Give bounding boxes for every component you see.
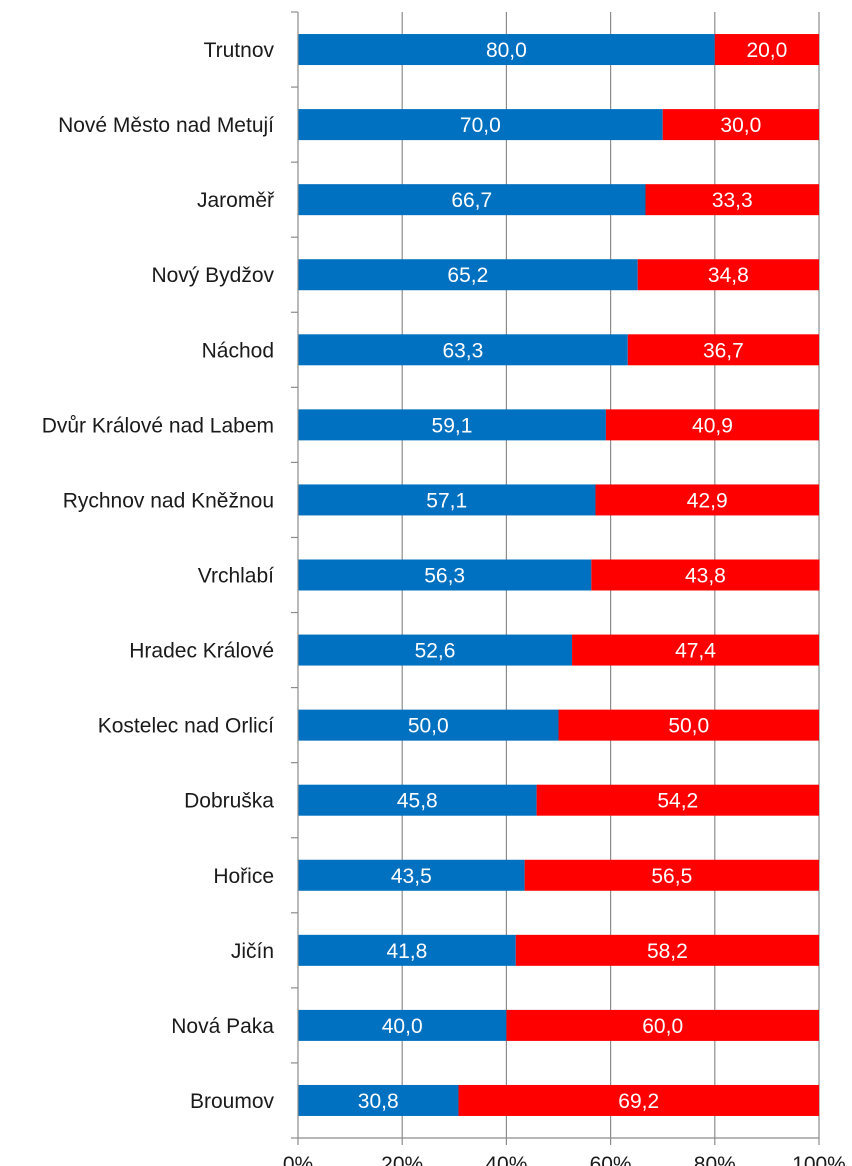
category-label: Jičín <box>231 940 274 963</box>
data-label: 57,1 <box>426 489 467 512</box>
bar-segment-2 <box>524 859 819 891</box>
bar-segment-1 <box>298 559 592 591</box>
data-label: 59,1 <box>432 414 473 437</box>
category-label: Náchod <box>202 339 274 362</box>
bar-segment-2 <box>458 1084 819 1116</box>
data-label: 56,5 <box>651 865 692 888</box>
data-label: 52,6 <box>415 640 456 663</box>
data-label: 34,8 <box>708 264 749 287</box>
bar-segment-2 <box>662 109 819 141</box>
data-label: 40,9 <box>692 414 733 437</box>
x-tick-label: 80% <box>694 1153 736 1166</box>
data-label: 45,8 <box>397 790 438 813</box>
data-label: 42,9 <box>687 489 728 512</box>
x-tick-label: 60% <box>590 1153 632 1166</box>
data-label: 30,0 <box>720 114 761 137</box>
bar-segment-1 <box>298 34 715 66</box>
data-label: 47,4 <box>675 640 716 663</box>
data-label: 50,0 <box>668 715 709 738</box>
x-tick-label: 20% <box>381 1153 423 1166</box>
bar-segment-1 <box>298 634 573 666</box>
x-tick-label: 40% <box>485 1153 527 1166</box>
bar-segment-1 <box>298 709 559 741</box>
bar-segment-2 <box>572 634 819 666</box>
category-label: Kostelec nad Orlicí <box>98 715 274 738</box>
category-label: Jaroměř <box>197 189 275 212</box>
bar-segment-1 <box>298 934 516 966</box>
data-label: 58,2 <box>647 940 688 963</box>
category-label: Nová Paka <box>171 1015 274 1038</box>
data-label: 63,3 <box>442 339 483 362</box>
bar-segment-1 <box>298 409 606 441</box>
x-tick-label: 100% <box>792 1153 846 1166</box>
data-label: 41,8 <box>386 940 427 963</box>
data-label: 65,2 <box>447 264 488 287</box>
bar-segment-2 <box>605 409 819 441</box>
bar-segment-2 <box>558 709 819 741</box>
bar-segment-2 <box>591 559 820 591</box>
bar-segment-1 <box>298 184 646 216</box>
category-label: Dvůr Králové nad Labem <box>42 414 274 437</box>
category-label: Hradec Králové <box>129 640 274 663</box>
data-label: 43,5 <box>391 865 432 888</box>
data-label: 36,7 <box>703 339 744 362</box>
bar-segment-2 <box>506 1009 819 1041</box>
data-label: 20,0 <box>746 39 787 62</box>
data-label: 66,7 <box>451 189 492 212</box>
bar-segment-1 <box>298 1009 507 1041</box>
data-label: 50,0 <box>408 715 449 738</box>
bar-segment-2 <box>637 259 819 291</box>
category-label: Trutnov <box>204 39 275 62</box>
category-label: Nový Bydžov <box>151 264 274 287</box>
category-label: Nové Město nad Metují <box>58 114 274 137</box>
data-label: 33,3 <box>712 189 753 212</box>
bar-segment-1 <box>298 259 638 291</box>
category-label: Broumov <box>190 1090 275 1113</box>
bar-segment-1 <box>298 109 663 141</box>
bars <box>298 34 820 1116</box>
bar-segment-2 <box>714 34 819 66</box>
labels: 0% 20% 40% 60% 80% 100% 80,0 20,0 Trutnov 70,0 30,… <box>42 39 846 1166</box>
bar-segment-1 <box>298 784 537 816</box>
category-label: Vrchlabí <box>198 565 274 588</box>
data-label: 69,2 <box>618 1090 659 1113</box>
category-label: Dobruška <box>184 790 274 813</box>
bar-segment-2 <box>595 484 819 516</box>
category-label: Hořice <box>213 865 274 888</box>
data-label: 80,0 <box>486 39 527 62</box>
x-tick-label: 0% <box>283 1153 313 1166</box>
data-label: 40,0 <box>382 1015 423 1038</box>
data-label: 54,2 <box>657 790 698 813</box>
bar-segment-2 <box>627 334 819 366</box>
data-label: 70,0 <box>460 114 501 137</box>
bar-segment-1 <box>298 334 628 366</box>
data-label: 60,0 <box>642 1015 683 1038</box>
bar-segment-2 <box>645 184 819 216</box>
category-label: Rychnov nad Kněžnou <box>63 489 274 512</box>
bar-segment-2 <box>536 784 819 816</box>
data-label: 56,3 <box>424 565 465 588</box>
bar-segment-2 <box>515 934 819 966</box>
bar-segment-1 <box>298 484 596 516</box>
data-label: 30,8 <box>358 1090 399 1113</box>
bar-segment-1 <box>298 859 525 891</box>
data-label: 43,8 <box>685 565 726 588</box>
bar-segment-1 <box>298 1084 459 1116</box>
axes <box>291 11 820 1145</box>
